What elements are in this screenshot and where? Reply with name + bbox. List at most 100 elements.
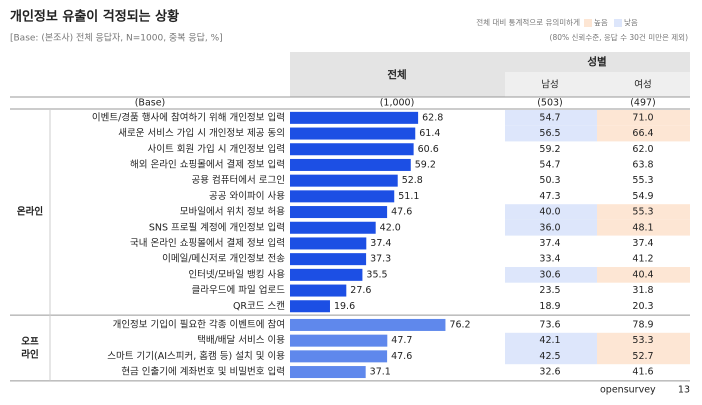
col-male: 남성 (541, 80, 558, 91)
bar (290, 127, 416, 140)
female-value: 40.4 (632, 269, 653, 280)
subtitle: [Base: (본조사) 전체 응답자, N=1000, 중복 응답, %] (10, 32, 223, 44)
value-label: 59.2 (415, 159, 436, 170)
highlight-cell (505, 267, 597, 283)
bar (290, 237, 367, 250)
value-label: 47.7 (391, 335, 412, 346)
highlight-cell (597, 332, 690, 349)
value-label: 51.1 (398, 191, 419, 202)
legend-high: 높음 (594, 18, 608, 27)
category-label: QR코드 스캔 (233, 301, 285, 312)
value-label: 37.1 (370, 367, 391, 378)
legend-low-swatch (614, 19, 622, 27)
male-value: 36.0 (539, 222, 560, 233)
highlight-cell (597, 204, 690, 220)
bar (290, 158, 411, 171)
male-value: 50.3 (539, 175, 560, 186)
category-label: 현금 인출기에 계좌번호 및 비밀번호 입력 (121, 366, 285, 378)
header-cell (505, 72, 690, 97)
category-label: 새로운 서비스 가입 시 개인정보 제공 동의 (118, 127, 285, 139)
value-label: 19.6 (334, 301, 355, 312)
legend-high-swatch (584, 19, 592, 27)
base-female: (497) (630, 98, 656, 109)
highlight-cell (597, 267, 690, 283)
bar (290, 221, 376, 234)
male-value: 40.0 (539, 207, 560, 218)
bar (290, 350, 388, 363)
bar (290, 174, 398, 187)
value-label: 37.4 (370, 238, 391, 249)
female-value: 37.4 (632, 238, 653, 249)
male-value: 56.5 (539, 128, 560, 139)
male-value: 23.5 (539, 285, 560, 296)
male-value: 32.6 (539, 367, 560, 378)
value-label: 62.8 (422, 112, 443, 123)
highlight-cell (597, 110, 690, 126)
highlight-cell (505, 332, 597, 349)
base-total: (1,000) (380, 98, 415, 109)
category-label: 사이트 회원 가입 시 개인정보 입력 (148, 143, 285, 155)
value-label: 60.6 (418, 144, 439, 155)
header-cell (505, 52, 690, 72)
male-value: 42.1 (539, 335, 560, 346)
highlight-cell (505, 348, 597, 365)
male-value: 73.6 (539, 319, 560, 330)
category-label: SNS 프로필 계정에 개인정보 입력 (149, 221, 285, 233)
col-group: 성별 (587, 55, 606, 68)
col-female: 여성 (634, 79, 651, 91)
female-value: 63.8 (632, 159, 653, 170)
highlight-cell (505, 219, 597, 236)
category-label: 이벤트/경품 행사에 참여하기 위해 개인정보 입력 (92, 111, 285, 123)
value-label: 52.8 (402, 175, 423, 186)
col-total: 전체 (387, 68, 406, 81)
group-label: 라인 (21, 349, 38, 361)
base-male: (503) (537, 98, 563, 109)
female-value: 78.9 (632, 319, 653, 330)
female-value: 20.3 (632, 301, 653, 312)
male-value: 33.4 (539, 254, 560, 265)
bar (290, 366, 366, 379)
female-value: 53.3 (632, 335, 653, 346)
category-label: 모바일에서 위치 정보 허용 (180, 206, 285, 218)
male-value: 54.7 (539, 112, 560, 123)
female-value: 62.0 (632, 144, 653, 155)
category-label: 해외 온라인 쇼핑몰에서 결제 정보 입력 (130, 158, 285, 170)
female-value: 66.4 (632, 128, 653, 139)
value-label: 27.6 (350, 285, 371, 296)
male-value: 30.6 (539, 269, 560, 280)
bar (290, 253, 367, 266)
value-label: 47.6 (391, 207, 412, 218)
bar (290, 318, 446, 331)
male-value: 54.7 (539, 159, 560, 170)
female-value: 55.3 (632, 175, 653, 186)
category-label: 개인정보 기입이 필요한 각종 이벤트에 참여 (113, 318, 285, 330)
bar (290, 206, 388, 219)
female-value: 31.8 (632, 285, 653, 296)
female-value: 48.1 (632, 222, 653, 233)
bar (290, 268, 363, 281)
group-label: 온라인 (17, 206, 43, 218)
note: (80% 신뢰수준, 응답 수 30건 미만은 제외) (550, 32, 689, 42)
male-value: 18.9 (539, 301, 560, 312)
female-value: 41.2 (632, 254, 653, 265)
highlight-cell (505, 125, 597, 142)
male-value: 59.2 (539, 144, 560, 155)
highlight-cell (597, 348, 690, 365)
category-label: 클라우드에 파일 업로드 (192, 284, 286, 296)
value-label: 35.5 (366, 269, 387, 280)
category-label: 스마트 기기(AI스피커, 홈캠 등) 설치 및 이용 (107, 350, 285, 362)
category-label: 택배/배달 서비스 이용 (197, 334, 285, 346)
male-value: 37.4 (539, 238, 560, 249)
bar (290, 300, 330, 313)
category-label: 인터넷/모바일 뱅킹 사용 (188, 268, 285, 280)
value-label: 42.0 (380, 222, 401, 233)
highlight-cell (505, 110, 597, 126)
bar (290, 143, 414, 156)
female-value: 41.6 (632, 367, 653, 378)
legend-low: 낮음 (624, 17, 638, 27)
value-label: 37.3 (370, 254, 391, 265)
value-label: 61.4 (419, 128, 440, 139)
female-value: 71.0 (632, 112, 653, 123)
male-value: 42.5 (539, 351, 560, 362)
